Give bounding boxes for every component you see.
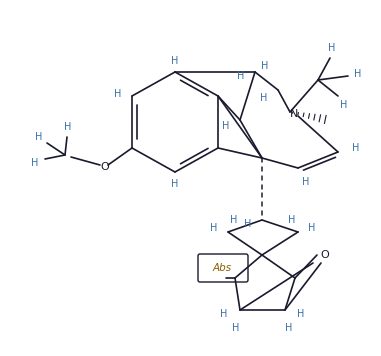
Text: H: H bbox=[328, 43, 336, 53]
Text: N: N bbox=[290, 109, 298, 119]
Text: H: H bbox=[232, 323, 240, 333]
Text: H: H bbox=[340, 100, 348, 110]
Text: H: H bbox=[171, 179, 179, 189]
Text: O: O bbox=[101, 162, 109, 172]
Text: H: H bbox=[285, 323, 293, 333]
Text: H: H bbox=[302, 177, 310, 187]
Text: H: H bbox=[210, 223, 218, 233]
Text: O: O bbox=[321, 250, 330, 260]
Text: H: H bbox=[35, 132, 43, 142]
Text: H: H bbox=[114, 89, 122, 99]
FancyBboxPatch shape bbox=[198, 254, 248, 282]
Text: H: H bbox=[244, 219, 252, 229]
Text: H: H bbox=[260, 93, 268, 103]
Text: H: H bbox=[230, 215, 238, 225]
Text: H: H bbox=[261, 61, 269, 71]
Text: H: H bbox=[171, 56, 179, 66]
Text: Abs: Abs bbox=[213, 263, 232, 273]
Text: H: H bbox=[220, 309, 228, 319]
Text: H: H bbox=[297, 309, 305, 319]
Text: H: H bbox=[237, 71, 245, 81]
Text: H: H bbox=[64, 122, 72, 132]
Text: H: H bbox=[354, 69, 362, 79]
Text: H: H bbox=[288, 215, 296, 225]
Text: H: H bbox=[222, 121, 230, 131]
Text: H: H bbox=[352, 143, 360, 153]
Text: H: H bbox=[308, 223, 316, 233]
Text: H: H bbox=[31, 158, 39, 168]
